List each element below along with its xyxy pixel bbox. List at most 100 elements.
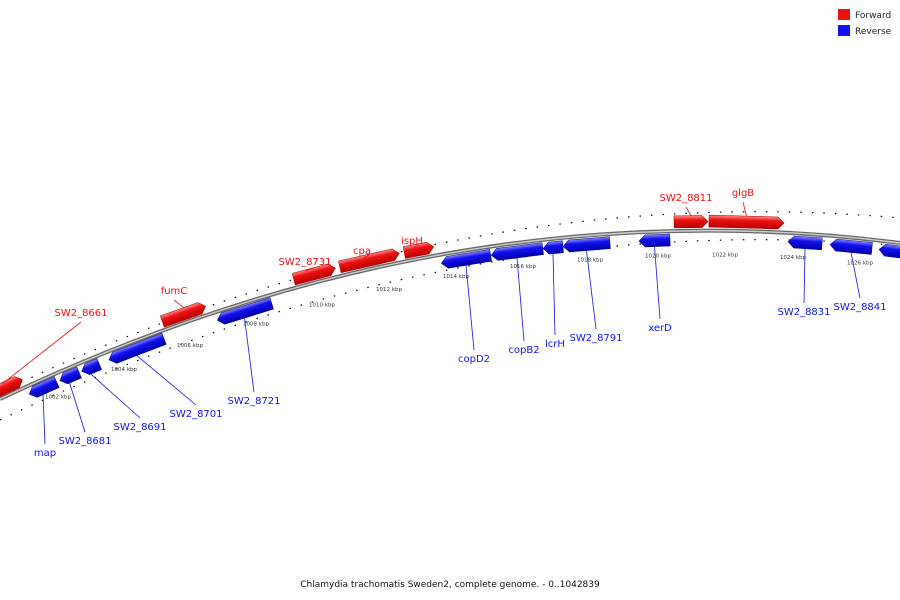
gene-label[interactable]: ispH xyxy=(401,236,423,247)
gene-leader-line xyxy=(516,257,525,342)
gene-label[interactable]: fumC xyxy=(161,286,188,297)
genome-backbone-highlight xyxy=(0,229,900,400)
gene-body xyxy=(338,248,400,274)
gene-leader-line xyxy=(586,250,597,330)
tick-label: 1004 kbp xyxy=(111,367,137,373)
gene-label[interactable]: map xyxy=(34,448,56,459)
gene-arrow-sw2-8841[interactable] xyxy=(829,238,873,255)
legend-reverse-swatch xyxy=(838,25,850,36)
tick-label: 1014 kbp xyxy=(443,274,469,280)
tick-label: 1022 kbp xyxy=(712,253,738,259)
tick-label: 1026 kbp xyxy=(847,260,873,266)
genes-layer xyxy=(0,214,900,400)
tick-label: 1006 kbp xyxy=(177,343,203,349)
gene-leader-line xyxy=(850,252,861,299)
gene-arrow-sw2-8681[interactable] xyxy=(57,366,82,386)
gene-body xyxy=(291,263,336,286)
legend-reverse-label: Reverse xyxy=(855,27,892,37)
tick-label: 1018 kbp xyxy=(577,257,603,263)
gene-arrow-fumc[interactable] xyxy=(159,301,207,328)
gene-leader-line xyxy=(552,253,556,336)
tick-label: 1002 kbp xyxy=(45,395,71,401)
gene-label[interactable]: SW2_8661 xyxy=(54,308,107,319)
legend-forward-swatch xyxy=(838,9,850,20)
gene-arrow-cpa[interactable] xyxy=(338,248,400,274)
gene-arrow-sw2-8811[interactable] xyxy=(673,215,709,229)
gene-body xyxy=(708,214,785,230)
gene-arrow-edge-20[interactable] xyxy=(878,243,900,260)
gene-body xyxy=(59,366,82,385)
gene-label[interactable]: SW2_8811 xyxy=(659,193,712,204)
gene-label[interactable]: SW2_8791 xyxy=(569,333,622,344)
gene-leader-line xyxy=(69,382,86,433)
gene-label[interactable]: SW2_8701 xyxy=(169,409,222,420)
gene-body xyxy=(402,241,435,259)
gene-leader-line xyxy=(304,267,315,272)
gene-label[interactable]: copD2 xyxy=(458,354,490,365)
gene-body xyxy=(638,233,671,248)
gene-leader-line xyxy=(173,299,185,309)
gene-label[interactable]: lcrH xyxy=(545,339,565,350)
gene-leader-line xyxy=(742,201,747,217)
gene-leader-line xyxy=(90,373,141,419)
gene-body xyxy=(108,332,167,364)
gene-leader-line xyxy=(1,321,82,385)
gene-leader-line xyxy=(803,248,806,304)
gene-label[interactable]: SW2_8831 xyxy=(777,307,830,318)
gene-label[interactable]: SW2_8721 xyxy=(227,396,280,407)
gene-arrow-sw2-8691[interactable] xyxy=(79,358,102,377)
tick-label: 1024 kbp xyxy=(780,255,806,261)
gene-label[interactable]: copB2 xyxy=(508,345,539,356)
gene-arrow-lcrh[interactable] xyxy=(542,240,564,255)
outer-tick-track xyxy=(0,211,900,393)
gene-body xyxy=(159,302,207,328)
caption: Chlamydia trachomatis Sweden2, complete … xyxy=(300,580,600,590)
gene-arrow-isph[interactable] xyxy=(402,241,435,259)
gene-leader-line xyxy=(361,253,370,261)
gene-body xyxy=(829,238,873,255)
gene-leader-line xyxy=(42,394,46,445)
gene-arrow-glgb[interactable] xyxy=(708,214,785,230)
gene-arrow-sw2-8701[interactable] xyxy=(107,332,167,365)
tick-label: 1020 kbp xyxy=(645,253,671,259)
gene-body xyxy=(28,376,60,398)
gene-arrow-sw2-8831[interactable] xyxy=(787,235,823,251)
gene-label[interactable]: SW2_8691 xyxy=(113,422,166,433)
gene-leader-line xyxy=(136,355,197,406)
gene-arrow-sw2-8731[interactable] xyxy=(291,262,337,286)
gene-body xyxy=(542,240,564,255)
gene-leader-line xyxy=(654,246,661,320)
gene-body xyxy=(562,236,611,253)
gene-body xyxy=(490,242,544,261)
gene-leader-line xyxy=(411,243,420,251)
tick-label: 1008 kbp xyxy=(243,321,269,327)
gene-arrow-copb2[interactable] xyxy=(490,242,544,262)
tick-label: 1012 kbp xyxy=(376,287,402,293)
gene-label[interactable]: cpa xyxy=(353,246,371,257)
gene-leader-line xyxy=(244,317,255,393)
gene-label[interactable]: SW2_8731 xyxy=(278,257,331,268)
gene-label[interactable]: xerD xyxy=(648,323,672,334)
gene-arrow-xerd[interactable] xyxy=(638,233,671,248)
gene-arrow-map[interactable] xyxy=(27,376,60,400)
gene-body xyxy=(216,297,274,325)
gene-arrow-edge-0[interactable] xyxy=(0,374,25,400)
gene-body xyxy=(81,358,102,375)
gene-leader-line xyxy=(685,206,692,216)
gene-body xyxy=(440,249,492,269)
gene-label[interactable]: glgB xyxy=(732,188,754,199)
gene-leader-line xyxy=(465,265,475,351)
gene-body xyxy=(787,235,823,251)
gene-label[interactable]: SW2_8681 xyxy=(58,436,111,447)
gene-arrow-sw2-8791[interactable] xyxy=(562,236,611,253)
gene-body xyxy=(673,215,709,229)
gene-body xyxy=(878,243,900,260)
gene-arrow-copd2[interactable] xyxy=(440,249,492,269)
tick-layer: 1002 kbp 1004 kbp 1006 kbp 1008 kbp 1010 kbp… xyxy=(45,253,873,401)
tick-label: 1016 kbp xyxy=(510,264,536,270)
gene-arrow-sw2-8721[interactable] xyxy=(216,297,274,326)
gene-label[interactable]: SW2_8841 xyxy=(833,302,886,313)
tick-label: 1010 kbp xyxy=(309,303,335,309)
